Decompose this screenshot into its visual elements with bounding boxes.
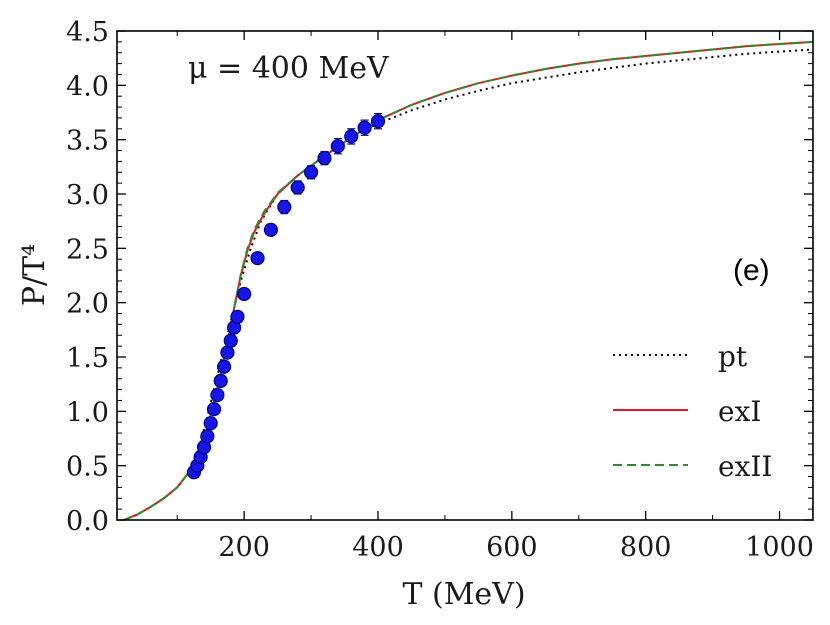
data-marker <box>357 120 372 135</box>
data-marker <box>220 345 235 360</box>
y-tick-label: 2.0 <box>66 289 109 320</box>
legend: pt exI exII <box>613 340 772 483</box>
data-point <box>210 387 225 403</box>
data-marker <box>203 416 218 431</box>
data-marker <box>317 151 332 166</box>
y-tick-label: 0.5 <box>66 452 109 483</box>
y-tick-label: 0.0 <box>66 506 109 537</box>
data-marker <box>237 286 252 302</box>
y-tick-label: 1.5 <box>66 343 109 374</box>
data-point <box>200 429 215 444</box>
y-tick-label: 2.5 <box>66 234 109 265</box>
tick-labels: 200 400 600 800 1000 0.0 0.5 1.0 1.5 2.0 2.5 3.0 3.5… <box>66 17 814 563</box>
data-point <box>263 222 279 237</box>
y-tick-label: 3.0 <box>66 180 109 211</box>
data-point <box>220 345 235 360</box>
x-tick-label: 800 <box>620 532 672 563</box>
data-marker <box>370 114 386 129</box>
y-tick-label: 4.0 <box>66 71 109 102</box>
data-marker <box>250 251 265 266</box>
data-point <box>290 180 305 195</box>
data-point <box>344 128 359 145</box>
data-marker <box>277 199 292 215</box>
data-point <box>317 151 332 166</box>
data-point <box>237 286 252 302</box>
data-marker <box>210 387 225 403</box>
data-point <box>330 137 345 155</box>
data-marker <box>290 180 305 195</box>
y-tick-label: 4.5 <box>66 17 109 48</box>
data-marker <box>206 402 222 417</box>
y-tick-label: 3.5 <box>66 126 109 157</box>
data-point <box>223 333 238 348</box>
data-marker <box>344 129 359 144</box>
x-tick-label: 200 <box>218 532 270 563</box>
legend-label-exI: exI <box>718 395 761 428</box>
series-layer <box>123 40 814 521</box>
annotation-mu: μ = 400 MeV <box>188 51 390 86</box>
series-line-pt <box>123 48 814 521</box>
data-point <box>216 359 232 374</box>
x-tick-label: 1000 <box>745 532 814 563</box>
data-marker <box>330 139 345 154</box>
data-point <box>206 402 222 417</box>
data-point <box>203 416 218 431</box>
series-line-exI <box>123 40 814 521</box>
series-line-exII <box>123 40 814 521</box>
x-tick-label: 400 <box>352 532 404 563</box>
data-marker <box>216 359 232 374</box>
legend-label-pt: pt <box>718 340 748 373</box>
panel-label: (e) <box>733 254 770 287</box>
data-marker <box>200 429 215 444</box>
data-marker <box>303 165 319 180</box>
x-axis-title: T (MeV) <box>402 577 525 612</box>
data-point <box>196 440 212 455</box>
plot-frame <box>116 30 814 521</box>
legend-label-exII: exII <box>718 450 772 483</box>
data-point <box>370 112 386 130</box>
data-marker <box>230 309 245 324</box>
y-tick-label: 1.0 <box>66 397 109 428</box>
axis-ticks <box>117 30 813 521</box>
data-marker <box>213 373 228 389</box>
data-point <box>250 251 265 266</box>
data-point <box>277 199 292 215</box>
data-point <box>303 165 319 180</box>
data-point <box>230 309 245 324</box>
x-tick-label: 600 <box>486 532 538 563</box>
data-marker <box>263 222 279 237</box>
data-point <box>213 373 228 389</box>
data-marker <box>223 333 238 348</box>
y-axis-title: P/T⁴ <box>17 244 52 306</box>
data-point <box>357 119 372 136</box>
data-points <box>186 112 386 480</box>
